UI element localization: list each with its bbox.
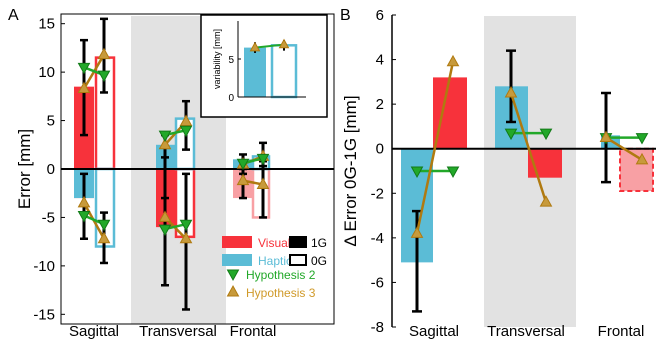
legend-swatch-visual bbox=[222, 236, 252, 248]
hypothesis-2-marker bbox=[236, 158, 250, 171]
category-label-a-transversal: Transversal bbox=[139, 323, 217, 340]
legend-label-visual: Visual bbox=[258, 236, 290, 250]
y-tick-label-b: 4 bbox=[376, 52, 384, 69]
y-axis-label-b: Δ Error 0G-1G [mm] bbox=[341, 95, 360, 246]
legend-marker-hypothesis-3 bbox=[226, 285, 240, 297]
bar-b-sagittal-visual bbox=[433, 77, 467, 149]
hypothesis-line-b-1 bbox=[410, 54, 460, 238]
y-tick-label-b: -2 bbox=[371, 185, 384, 202]
hypothesis-3-marker bbox=[635, 152, 649, 165]
hypothesis-2-marker bbox=[504, 128, 518, 141]
inset-y-tick-label: 0 bbox=[228, 93, 234, 104]
legend-label-hypothesis-2: Hypothesis 2 bbox=[246, 268, 316, 282]
panel-a: -15 -10 -5 0 5 10 15 Error [mm] Sagittal Transver… bbox=[8, 7, 335, 340]
legend-label-1g: 1G bbox=[311, 236, 327, 250]
legend-label-haptic: Haptic bbox=[258, 254, 292, 268]
hypothesis-line bbox=[415, 61, 455, 234]
hypothesis-2-marker bbox=[97, 219, 111, 232]
hypothesis-3-marker bbox=[158, 210, 172, 222]
hypothesis-3-marker bbox=[179, 114, 193, 126]
hypothesis-line-a-10 bbox=[236, 153, 270, 171]
hypothesis-3-marker bbox=[599, 130, 613, 143]
y-tick-label-b: 6 bbox=[376, 7, 384, 24]
hypothesis-3-marker bbox=[179, 231, 193, 244]
y-tick-label-a: 10 bbox=[38, 64, 55, 81]
inset-hypothesis-line bbox=[254, 43, 285, 49]
hypothesis-line bbox=[605, 136, 643, 161]
hypothesis-2-marker bbox=[635, 133, 649, 145]
inset-hypothesis-3-marker bbox=[249, 41, 261, 52]
hypothesis-2-marker bbox=[179, 219, 193, 232]
y-tick-label-a: 15 bbox=[38, 16, 55, 33]
hypothesis-3-marker bbox=[236, 173, 250, 186]
hypothesis-2-marker bbox=[77, 62, 91, 75]
hypothesis-3-marker bbox=[97, 47, 111, 60]
hypothesis-line bbox=[509, 92, 548, 203]
legend-label-0g: 0G bbox=[311, 254, 327, 268]
hypothesis-3-marker bbox=[504, 86, 518, 98]
hypothesis-3-marker bbox=[158, 137, 172, 150]
hypothesis-line-b-3 bbox=[504, 86, 553, 207]
category-label-b-transversal: Transversal bbox=[487, 323, 565, 340]
y-tick-label-b: -8 bbox=[371, 319, 384, 336]
panel-b: -8 -6 -4 -2 0 2 4 6 Δ Error 0G-1G [mm] Sagittal Tr… bbox=[340, 7, 656, 340]
y-tick-label-a: 5 bbox=[47, 113, 55, 130]
hypothesis-2-marker bbox=[179, 125, 193, 138]
hypothesis-2-marker bbox=[158, 224, 172, 237]
hypothesis-3-marker bbox=[77, 81, 91, 94]
y-tick-label-a: -10 bbox=[33, 258, 55, 275]
legend-swatch-0g bbox=[289, 254, 307, 266]
hypothesis-line-b-5 bbox=[599, 130, 649, 165]
hypothesis-line-b-0 bbox=[410, 166, 460, 178]
hypothesis-2-marker bbox=[446, 166, 460, 178]
inset-variability: 0 5 variability [mm] bbox=[200, 14, 328, 118]
inset-y-axis-label: variability [mm] bbox=[212, 29, 222, 89]
hypothesis-3-marker bbox=[410, 226, 424, 238]
y-tick-label-a: -15 bbox=[33, 306, 55, 323]
y-tick-label-b: -4 bbox=[371, 230, 384, 247]
panel-label-b: B bbox=[340, 7, 351, 24]
y-tick-label-b: 0 bbox=[376, 141, 384, 158]
hypothesis-line-a-2 bbox=[158, 210, 193, 244]
panel-label-a: A bbox=[8, 7, 19, 24]
inset-hypothesis-3-marker bbox=[278, 38, 290, 49]
hypothesis-line-a-8 bbox=[158, 125, 193, 143]
bar-frontal-visual-0g bbox=[251, 167, 271, 219]
inset-bar-0g bbox=[270, 44, 298, 99]
hypothesis-3-marker bbox=[97, 231, 111, 244]
legend-marker-hypothesis-2 bbox=[226, 269, 240, 281]
hypothesis-line-b-2 bbox=[504, 128, 553, 141]
hypothesis-3-marker bbox=[539, 195, 553, 207]
y-tick-label-b: -6 bbox=[371, 274, 384, 291]
category-label-a-sagittal: Sagittal bbox=[69, 323, 119, 340]
category-label-b-frontal: Frontal bbox=[598, 323, 645, 340]
y-tick-label-a: -5 bbox=[42, 209, 55, 226]
hypothesis-2-marker bbox=[77, 211, 91, 223]
hypothesis-3-marker bbox=[77, 195, 91, 208]
hypothesis-2-marker bbox=[158, 130, 172, 143]
hypothesis-line-a-0 bbox=[236, 173, 270, 189]
hypothesis-line-a-6 bbox=[77, 62, 111, 83]
hypothesis-3-marker bbox=[446, 54, 460, 67]
legend-swatch-1g bbox=[289, 236, 307, 248]
legend-swatch-haptic bbox=[222, 254, 252, 266]
hypothesis-2-marker bbox=[539, 128, 553, 141]
category-label-a-frontal: Frontal bbox=[230, 323, 277, 340]
category-label-b-sagittal: Sagittal bbox=[409, 323, 459, 340]
hypothesis-line-a-7 bbox=[77, 211, 111, 232]
inset-y-tick-label: 5 bbox=[228, 55, 234, 66]
hypothesis-2-marker bbox=[410, 166, 424, 178]
y-tick-label-b: 2 bbox=[376, 96, 384, 113]
hypothesis-3-marker bbox=[256, 177, 270, 189]
inset-bar-1g bbox=[244, 47, 266, 97]
legend-label-hypothesis-3: Hypothesis 3 bbox=[246, 286, 316, 300]
hypothesis-2-marker bbox=[256, 153, 270, 166]
y-tick-label-a: 0 bbox=[47, 161, 55, 178]
hypothesis-line-a-9 bbox=[158, 219, 193, 237]
y-axis-label-a: Error [mm] bbox=[15, 129, 34, 209]
hypothesis-2-marker bbox=[97, 70, 111, 83]
